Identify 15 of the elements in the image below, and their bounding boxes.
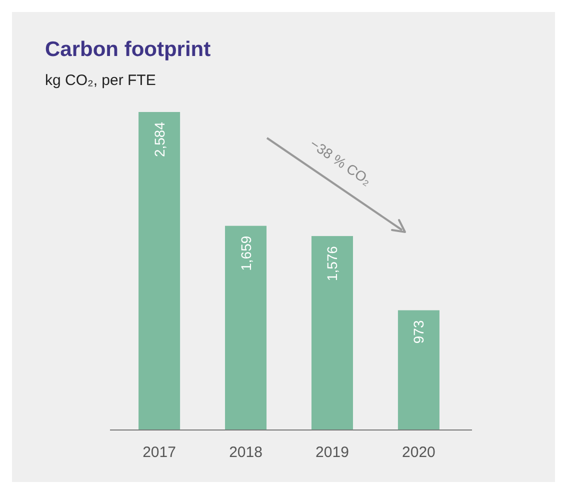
x-tick-label: 2020: [402, 444, 436, 461]
data-label: 1,659: [238, 236, 254, 271]
chart-subtitle: kg CO₂, per FTE: [45, 72, 156, 89]
bar: [398, 310, 440, 430]
data-label: 1,576: [324, 246, 340, 282]
bar: [225, 226, 267, 430]
x-tick-label: 2018: [229, 444, 262, 461]
data-label: 973: [410, 320, 427, 344]
chart-title: Carbon footprint: [45, 38, 211, 61]
bar: [311, 236, 353, 430]
x-tick-label: 2019: [316, 444, 349, 461]
annotation: −38 % CO₂: [307, 135, 374, 188]
data-label: 2,584: [151, 122, 168, 158]
x-tick-label: 2017: [142, 444, 176, 461]
bar: [138, 112, 180, 430]
